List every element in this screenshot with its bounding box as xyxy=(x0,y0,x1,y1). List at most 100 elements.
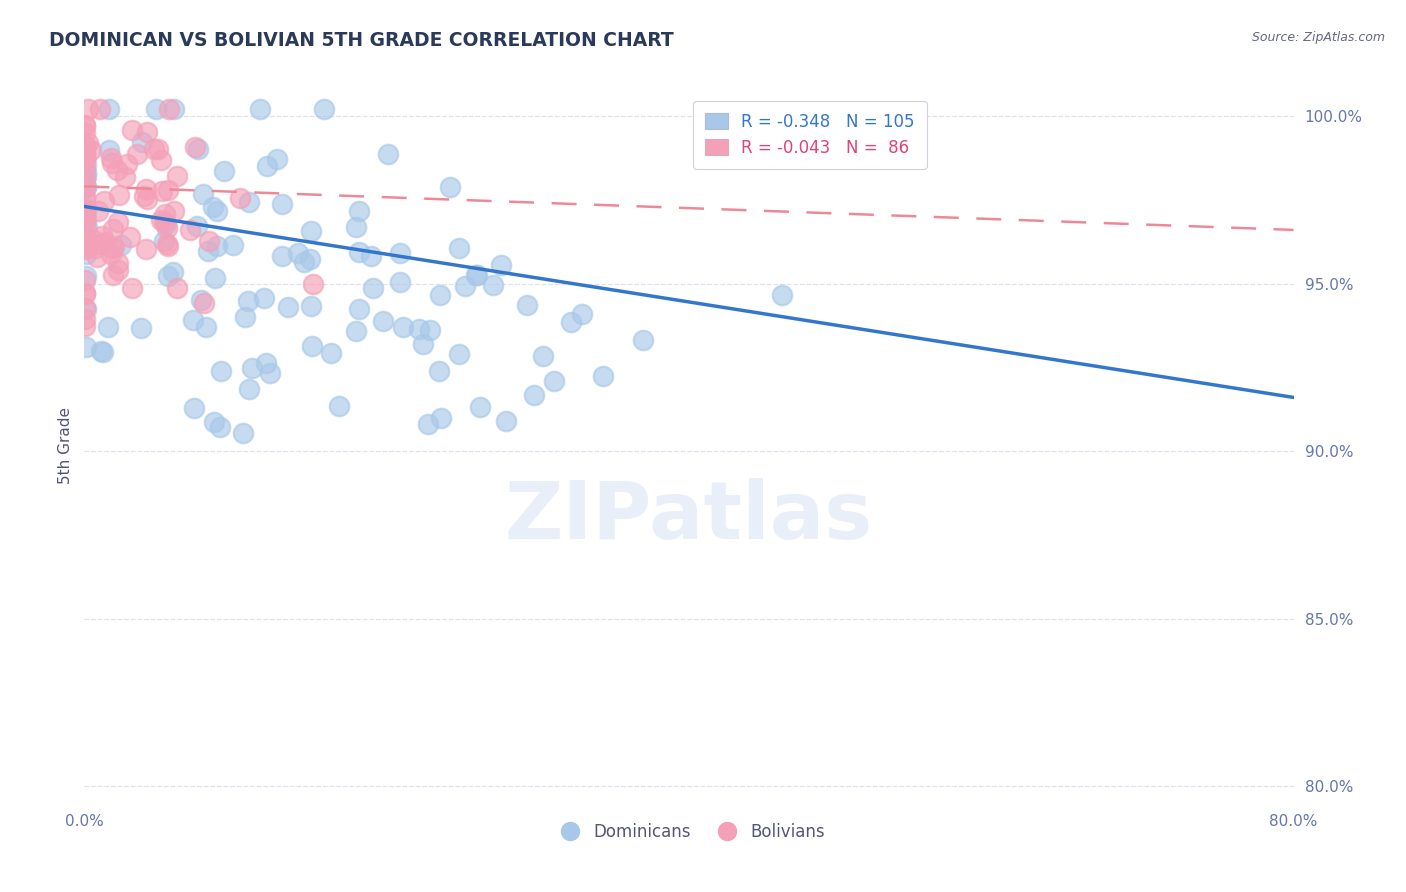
Point xyxy=(75,211,97,226)
Point xyxy=(193,295,215,310)
Point xyxy=(183,139,205,153)
Point xyxy=(76,136,98,151)
Point xyxy=(301,339,323,353)
Point xyxy=(427,364,450,378)
Point xyxy=(75,191,97,205)
Point xyxy=(153,215,176,229)
Point xyxy=(75,149,97,163)
Point xyxy=(75,202,97,217)
Point xyxy=(156,183,179,197)
Point xyxy=(75,152,97,166)
Point xyxy=(207,238,229,252)
Point xyxy=(75,203,97,218)
Point xyxy=(75,145,97,160)
Point xyxy=(298,252,321,266)
Point xyxy=(221,237,243,252)
Point xyxy=(198,235,221,249)
Point xyxy=(156,220,179,235)
Point xyxy=(470,400,492,414)
Point xyxy=(531,349,554,363)
Point xyxy=(75,302,97,317)
Point xyxy=(449,241,471,255)
Point xyxy=(75,162,97,177)
Point xyxy=(179,223,201,237)
Point xyxy=(301,277,323,291)
Point xyxy=(190,293,212,308)
Point xyxy=(253,291,276,305)
Point xyxy=(256,159,278,173)
Point xyxy=(101,268,124,282)
Point xyxy=(100,247,122,261)
Text: Source: ZipAtlas.com: Source: ZipAtlas.com xyxy=(1251,31,1385,45)
Point xyxy=(93,194,115,209)
Point xyxy=(98,143,121,157)
Point xyxy=(259,366,281,380)
Point xyxy=(238,194,260,209)
Point xyxy=(118,230,141,244)
Point xyxy=(361,281,384,295)
Point xyxy=(266,152,288,166)
Point xyxy=(209,364,232,378)
Point xyxy=(388,276,411,290)
Point xyxy=(249,103,271,117)
Point xyxy=(240,360,263,375)
Point xyxy=(145,103,167,117)
Point xyxy=(208,420,231,434)
Point xyxy=(105,162,128,177)
Point xyxy=(412,336,434,351)
Point xyxy=(191,186,214,201)
Point xyxy=(481,278,503,293)
Point xyxy=(571,307,593,321)
Point xyxy=(149,213,172,227)
Point xyxy=(202,200,225,214)
Point xyxy=(91,344,114,359)
Point xyxy=(592,369,614,384)
Point xyxy=(97,103,120,117)
Point xyxy=(516,298,538,312)
Point xyxy=(163,103,186,117)
Point xyxy=(75,273,97,287)
Point xyxy=(328,400,350,414)
Point xyxy=(75,301,97,316)
Point xyxy=(429,410,451,425)
Point xyxy=(202,416,225,430)
Point xyxy=(75,246,97,260)
Point xyxy=(418,417,440,431)
Point xyxy=(150,153,173,168)
Point xyxy=(90,343,112,358)
Point xyxy=(75,180,97,194)
Point xyxy=(166,281,188,295)
Point xyxy=(419,323,441,337)
Point xyxy=(121,280,143,294)
Point xyxy=(631,333,654,347)
Point xyxy=(75,239,97,253)
Point xyxy=(75,180,97,194)
Point xyxy=(347,204,370,219)
Point xyxy=(75,269,97,284)
Point xyxy=(155,218,177,232)
Point xyxy=(75,138,97,153)
Point xyxy=(75,238,97,252)
Point xyxy=(75,166,97,180)
Point xyxy=(377,146,399,161)
Point xyxy=(277,300,299,314)
Point xyxy=(560,314,582,328)
Point xyxy=(89,103,111,117)
Point xyxy=(229,191,252,205)
Point xyxy=(156,236,179,251)
Point xyxy=(135,242,157,256)
Point xyxy=(270,249,292,263)
Point xyxy=(117,157,139,171)
Point xyxy=(101,156,124,170)
Point xyxy=(75,190,97,204)
Point xyxy=(392,319,415,334)
Point xyxy=(75,220,97,235)
Point xyxy=(76,103,98,117)
Point xyxy=(162,203,184,218)
Point xyxy=(464,268,486,282)
Point xyxy=(107,263,129,277)
Point xyxy=(447,347,470,361)
Point xyxy=(86,250,108,264)
Point xyxy=(131,135,153,149)
Point xyxy=(75,214,97,228)
